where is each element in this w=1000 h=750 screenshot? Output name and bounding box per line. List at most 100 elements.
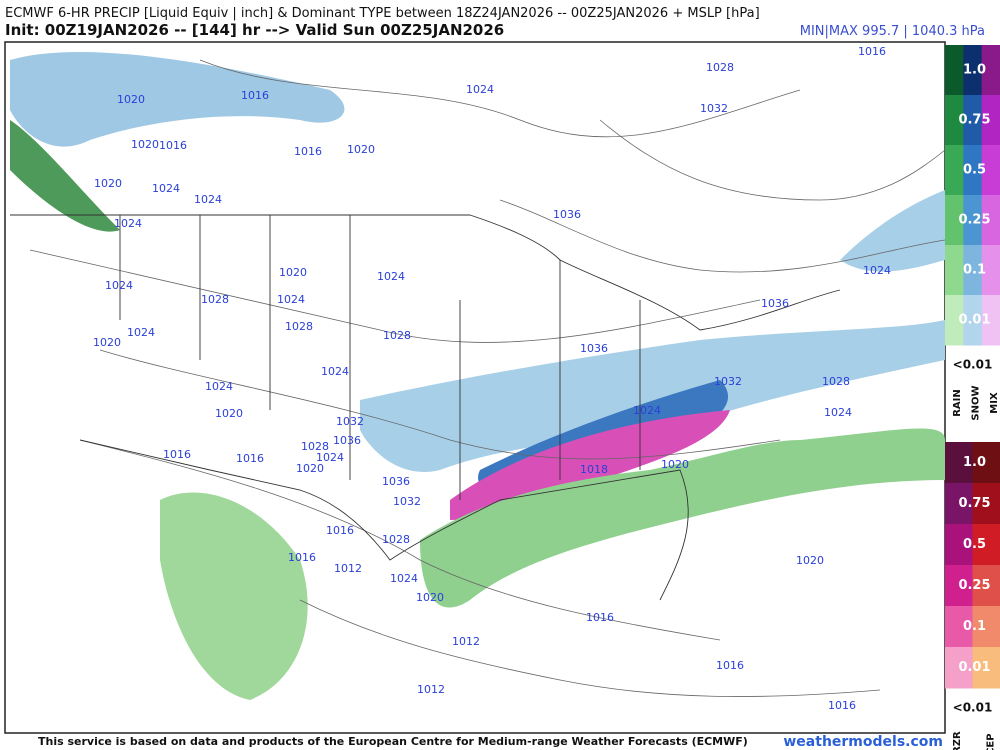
isobar-label: 1020 [94, 177, 122, 190]
isobar-label: 1024 [277, 293, 305, 306]
legend-swatch [972, 483, 1000, 525]
legend-swatch [963, 145, 983, 196]
isobar-label: 1016 [236, 452, 264, 465]
legend-label: 0.75 [958, 113, 990, 128]
isobar-label: 1020 [296, 462, 324, 475]
isobar-label: 1016 [828, 699, 856, 712]
isobar-label: 1020 [215, 407, 243, 420]
snow-area [10, 51, 345, 147]
isobar-label: 1036 [333, 434, 361, 447]
isobar-label: 1016 [294, 145, 322, 158]
isobar-label: 1036 [761, 297, 789, 310]
isobar-label: 1032 [393, 495, 421, 508]
isobar-label: 1016 [159, 139, 187, 152]
legend-swatch [945, 295, 964, 346]
isobar-label: 1024 [824, 406, 852, 419]
legend-swatch [963, 295, 983, 346]
legend-swatch [963, 195, 983, 246]
legend-swatch [972, 565, 1000, 607]
footer-brand: weathermodels.com [783, 734, 943, 750]
isobar-label: 1028 [285, 320, 313, 333]
isobar-label: 1028 [382, 533, 410, 546]
isobar-label: 1016 [858, 45, 886, 58]
legend-swatch [945, 442, 973, 484]
isobar-label: 1024 [194, 193, 222, 206]
legend: 1.0 0.75 0.5 0.25 0.1 0.01 <0.01 RAIN SNOW MIX 1.0… [945, 45, 1000, 750]
legend-type: RAIN [952, 389, 963, 417]
isobar-label: 1024 [127, 326, 155, 339]
isobar-label: 1016 [241, 89, 269, 102]
legend-label: 0.01 [958, 660, 990, 675]
snow-area [360, 320, 945, 472]
isobar-label: 1012 [417, 683, 445, 696]
legend-swatch [972, 647, 1000, 689]
mix-area [450, 410, 730, 520]
isobar-label: 1032 [714, 375, 742, 388]
legend-swatch [981, 145, 1000, 196]
isobar-label: 1020 [93, 336, 121, 349]
isobar-label: 1024 [105, 279, 133, 292]
isobar-label: 1020 [131, 138, 159, 151]
isobar-label: 1020 [796, 554, 824, 567]
title: ECMWF 6-HR PRECIP [Liquid Equiv | inch] … [5, 6, 760, 21]
legend-below: <0.01 [953, 701, 993, 715]
isobar-label: 1024 [863, 264, 891, 277]
subtitle: Init: 00Z19JAN2026 -- [144] hr --> Valid… [5, 21, 504, 39]
isobar-label: 1024 [633, 404, 661, 417]
snow-area [840, 190, 945, 272]
isobar-label: 1024 [152, 182, 180, 195]
legend-swatch [945, 565, 973, 607]
isobar-label: 1032 [700, 102, 728, 115]
isobar-label: 1024 [466, 83, 494, 96]
isobar-label: 1024 [316, 451, 344, 464]
legend-swatch [963, 245, 983, 296]
legend-below: <0.01 [953, 358, 993, 372]
isobar-label: 1028 [301, 440, 329, 453]
legend-swatch [945, 195, 964, 246]
legend-swatch [945, 145, 964, 196]
isobar-label: 1012 [334, 562, 362, 575]
isobar-label: 1020 [347, 143, 375, 156]
legend-swatch [972, 524, 1000, 566]
isobar-label: 1012 [452, 635, 480, 648]
isobar-label: 1024 [114, 217, 142, 230]
isobar-label: 1016 [163, 448, 191, 461]
legend-label: 1.0 [963, 455, 986, 470]
legend-swatch [945, 606, 973, 648]
legend-label: 0.01 [958, 313, 990, 328]
legend-swatch [963, 45, 983, 96]
legend-swatch [972, 606, 1000, 648]
legend-type: FRZR [952, 731, 963, 750]
isobar-label: 1016 [288, 551, 316, 564]
legend-label: 0.1 [963, 263, 986, 278]
isobar-label: 1036 [580, 342, 608, 355]
legend-swatch [972, 442, 1000, 484]
rain-area [420, 428, 945, 608]
legend-swatch [981, 195, 1000, 246]
isobar-label: 1028 [706, 61, 734, 74]
min-max: MIN|MAX 995.7 | 1040.3 hPa [800, 24, 985, 39]
legend-label: 0.5 [963, 163, 986, 178]
isobars [29, 59, 946, 697]
legend-swatch [945, 95, 964, 146]
isobar-label: 1018 [580, 463, 608, 476]
legend-swatch [981, 95, 1000, 146]
isobar-label: 1016 [326, 524, 354, 537]
legend-swatch [945, 245, 964, 296]
isobar-label: 1032 [336, 415, 364, 428]
legend-label: 0.75 [958, 496, 990, 511]
isobar-label: 1024 [390, 572, 418, 585]
legend-label: 0.5 [963, 537, 986, 552]
legend-label: 1.0 [963, 63, 986, 78]
isobar-label: 1020 [416, 591, 444, 604]
legend-label: 0.1 [963, 619, 986, 634]
isobar-label: 1020 [661, 458, 689, 471]
legend-swatch [945, 45, 964, 96]
isobar-label: 1024 [321, 365, 349, 378]
legend-swatch [945, 647, 973, 689]
rain-area [10, 120, 120, 232]
footer-notice: This service is based on data and produc… [38, 735, 748, 748]
